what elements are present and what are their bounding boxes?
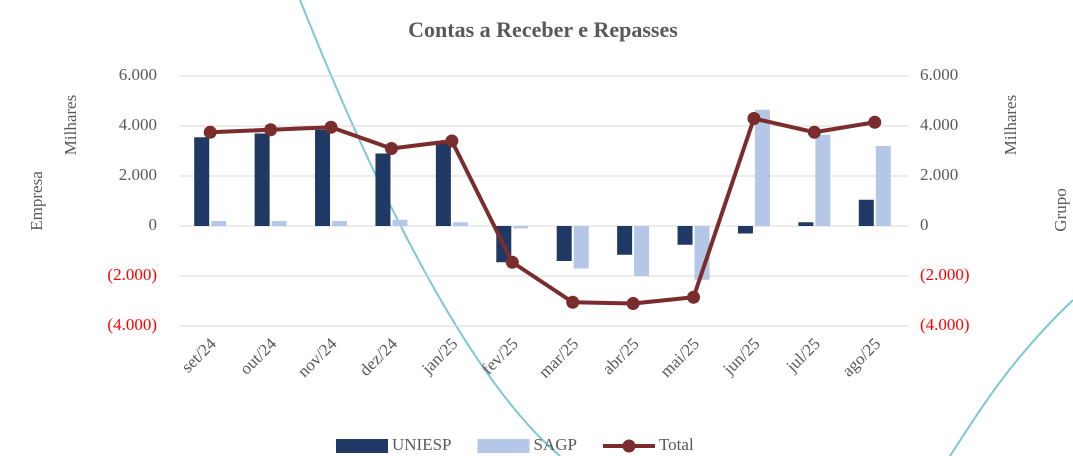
bar [332,221,348,226]
bar [798,222,814,226]
bar [435,143,451,226]
bar [452,222,468,226]
bar [556,226,572,261]
line-marker [505,255,519,269]
bar [875,146,891,226]
x-tick-label: jan/25 [417,334,461,378]
y2-tick-label: (2.000) [920,265,970,284]
bar [271,221,287,226]
y2-tick-label: 0 [920,215,929,234]
line-marker [324,120,338,134]
legend-swatch [622,439,636,453]
decor-curve [949,299,1073,456]
bar [754,109,770,226]
y-tick-label: (4.000) [107,315,157,334]
y-tick-label: 4.000 [119,115,157,134]
y-tick-label: 6.000 [119,65,157,84]
bar [634,226,650,276]
bar [375,153,391,226]
bar [194,137,210,226]
bar [315,129,331,226]
bar [211,221,227,226]
x-tick-label: dez/24 [356,334,402,380]
line-marker [626,297,640,310]
x-tick-label: nov/24 [294,334,341,381]
y2-tick-label: 4.000 [920,115,958,134]
bar [513,226,529,229]
y2-tick-label: 6.000 [920,65,958,84]
legend-label: UNIESP [392,435,452,454]
bar [573,226,589,269]
legend-swatch [336,439,388,453]
x-tick-label: ago/25 [838,334,884,380]
y-axis-title: Empresa [27,171,46,231]
y-axis-unit: Milhares [61,95,80,155]
legend-label: SAGP [534,435,577,454]
y2-tick-label: (4.000) [920,315,970,334]
line-marker [445,134,459,148]
y2-axis-title: Grupo [1051,188,1070,231]
bar [815,134,831,226]
bar [617,226,633,255]
line-marker [868,115,882,129]
x-tick-label: mar/25 [535,334,582,381]
line-marker [264,123,278,137]
y-tick-label: 0 [149,215,158,234]
legend-label: Total [659,435,694,454]
line-marker [687,290,701,304]
x-tick-label: mai/25 [656,334,703,381]
x-tick-label: out/24 [236,334,281,379]
y-tick-label: (2.000) [107,265,157,284]
y2-tick-label: 2.000 [920,165,958,184]
bar [737,226,753,234]
x-tick-label: set/24 [178,334,221,377]
bar [858,199,874,226]
line-marker [566,295,580,309]
chart-title: Contas a Receber e Repasses [408,17,678,42]
x-tick-label: jun/25 [719,334,764,379]
bar [677,226,693,245]
line-marker [203,125,217,139]
bar [392,219,408,226]
x-tick-label: fev/25 [478,334,522,378]
decor-curve [299,0,561,456]
x-tick-label: jul/25 [782,334,824,376]
x-tick-label: abr/25 [599,334,643,378]
line-marker [747,112,761,125]
line-marker [384,142,398,155]
line-marker [807,125,821,139]
y-tick-label: 2.000 [119,165,157,184]
legend-swatch [477,439,530,453]
bar [254,133,270,226]
line [210,116,876,306]
y2-axis-unit: Milhares [1001,95,1020,155]
